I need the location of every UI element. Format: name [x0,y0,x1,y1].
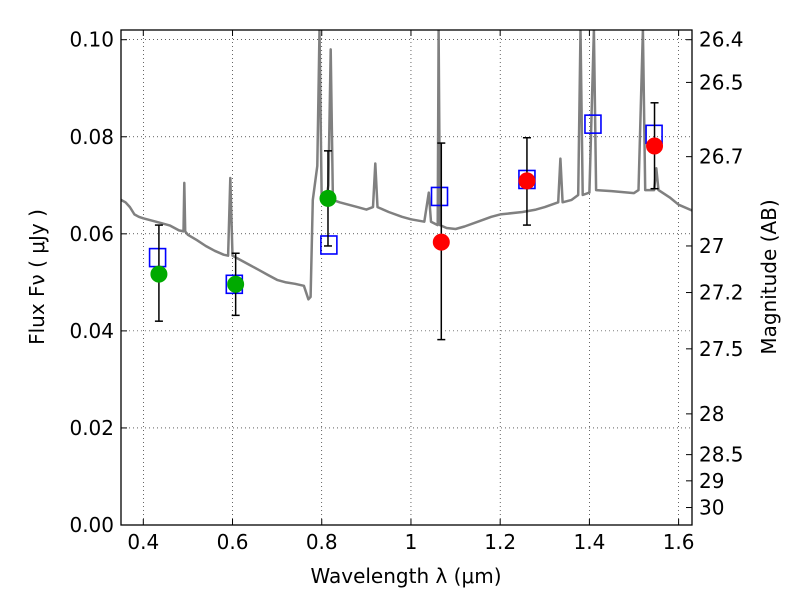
y-axis-right-label: Magnitude (AB) [757,199,781,354]
red-data-point [518,172,536,190]
y-right-tick-label: 28 [699,402,724,426]
model-photometry-box [584,114,602,134]
y-right-tick-label: 27.5 [699,337,744,361]
ticks: 0.4 0.6 0.8 1 1.2 1.4 1.6 0.00 0.02 0.04 0.06 0.08 0… [69,28,743,554]
x-tick-label: 0.4 [127,530,159,554]
y-right-tick-label: 29 [699,469,724,493]
x-tick-label: 0.8 [306,530,338,554]
red-data-point [432,233,450,251]
model-spectrum-line [121,30,692,301]
grid [121,30,692,526]
y-right-tick-label: 26.5 [699,70,744,94]
y-tick-label: 0.00 [69,513,114,537]
y-tick-label: 0.02 [69,416,114,440]
green-data-point [150,265,168,283]
y-axis-label: Flux Fν ( μJy ) [25,209,49,345]
model-photometry-box [148,247,167,268]
x-tick-label: 1.4 [573,530,605,554]
green-data-point [227,275,245,293]
model-photometry-box [430,186,449,207]
x-axis-label: Wavelength λ (μm) [310,564,501,588]
y-tick-label: 0.06 [69,222,114,246]
x-tick-label: 1 [405,530,418,554]
y-right-tick-label: 27 [699,234,724,258]
y-tick-label: 0.08 [69,125,114,149]
plot-frame [120,29,693,526]
x-tick-label: 1.2 [484,530,516,554]
y-right-tick-label: 26.4 [699,28,744,52]
y-tick-label: 0.10 [69,28,114,52]
plot-area [121,30,692,341]
y-tick-label: 0.04 [69,319,114,343]
x-tick-label: 1.6 [663,530,695,554]
y-right-tick-label: 30 [699,496,724,520]
model-photometry-box [320,235,338,255]
y-right-tick-label: 28.5 [699,443,744,467]
red-data-point [646,137,664,155]
y-right-tick-label: 27.2 [699,281,744,305]
green-data-point [319,189,337,207]
y-right-tick-label: 26.7 [699,145,744,169]
x-tick-label: 0.6 [217,530,249,554]
